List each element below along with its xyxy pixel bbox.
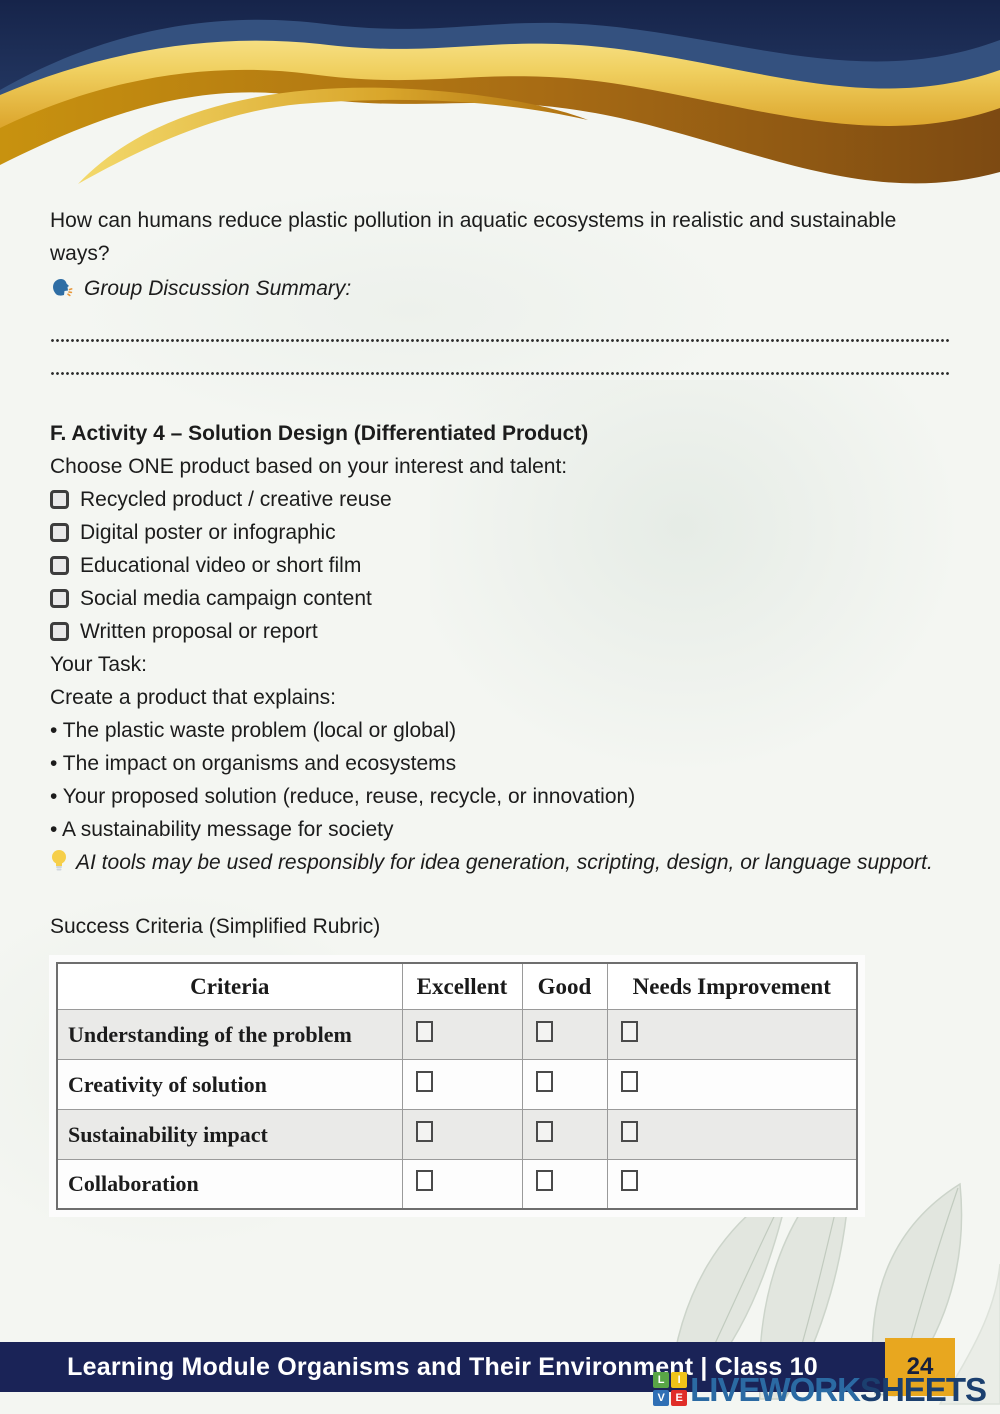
rubric-checkbox[interactable] [415,1170,433,1192]
rubric-checkbox[interactable] [620,1120,638,1142]
rubric-checkbox[interactable] [620,1070,638,1092]
option-checkbox[interactable] [50,556,69,575]
task-bullet: • Your proposed solution (reduce, reuse,… [50,785,636,808]
rubric-row: Understanding of the problem [56,1008,858,1060]
option-row: Written proposal or report [50,615,950,648]
rubric-checkbox[interactable] [620,1020,638,1042]
option-row: Recycled product / creative reuse [50,483,950,516]
rubric-column-header: Needs Improvement [606,962,858,1010]
task-intro: Create a product that explains: [50,686,337,709]
liveworksheets-grid-icon: L I V E [653,1372,688,1406]
option-checkbox[interactable] [50,589,69,608]
page-number-badge: 24 [885,1338,955,1396]
option-checkbox[interactable] [50,523,69,542]
rubric-checkbox[interactable] [415,1070,433,1092]
header-wave-graphic [0,0,1000,184]
discussion-summary-row: Group Discussion Summary: [50,272,950,305]
discussion-summary-label: Group Discussion Summary: [84,277,352,300]
answer-line[interactable] [50,339,950,342]
rubric-checkbox[interactable] [620,1170,638,1192]
worksheet-content: How can humans reduce plastic pollution … [49,204,950,1227]
option-checkbox[interactable] [50,622,69,641]
rubric-row-label: Collaboration [56,1158,403,1210]
rubric-column-header: Excellent [401,962,523,1010]
option-row: Educational video or short film [50,549,950,582]
activity-intro: Choose ONE product based on your interes… [50,455,568,478]
task-label: Your Task: [50,653,147,676]
option-row: Digital poster or infographic [50,516,950,549]
rubric-table: Criteria Excellent Good Needs Improvemen… [56,962,858,1210]
rubric-row-label: Creativity of solution [56,1058,403,1110]
rubric-row: Collaboration [56,1158,858,1210]
activity-heading: F. Activity 4 – Solution Design (Differe… [50,422,589,445]
task-bullet: • The impact on organisms and ecosystems [50,752,457,775]
rubric-checkbox[interactable] [535,1120,553,1142]
answer-line[interactable] [50,372,950,375]
rubric-checkbox[interactable] [415,1020,433,1042]
rubric-header-row: Criteria Excellent Good Needs Improvemen… [56,962,858,1010]
option-label: Recycled product / creative reuse [80,488,392,511]
rubric-checkbox[interactable] [535,1020,553,1042]
option-label: Written proposal or report [80,620,318,643]
rubric-title: Success Criteria (Simplified Rubric) [50,915,381,938]
rubric-checkbox[interactable] [535,1170,553,1192]
rubric-checkbox[interactable] [535,1070,553,1092]
footer-bar: Learning Module Organisms and Their Envi… [0,1342,885,1392]
rubric-row-label: Sustainability impact [56,1108,403,1160]
rubric-row-label: Understanding of the problem [56,1008,403,1060]
rubric-column-header: Good [521,962,608,1010]
rubric-checkbox[interactable] [415,1120,433,1142]
rubric-row: Sustainability impact [56,1108,858,1160]
option-row: Social media campaign content [50,582,950,615]
option-checkbox[interactable] [50,490,69,509]
task-bullet: • A sustainability message for society [50,818,394,841]
option-label: Educational video or short film [80,554,362,577]
liveworksheets-logo[interactable]: L I V E LIVEWORKSHEETS [653,1370,987,1408]
option-label: Social media campaign content [80,587,372,610]
option-label: Digital poster or infographic [80,521,336,544]
speaking-head-icon [53,278,73,296]
lightbulb-icon [52,850,66,871]
ai-note-text: AI tools may be used responsibly for ide… [76,851,933,874]
footer-title: Learning Module Organisms and Their Envi… [67,1352,818,1381]
liveworksheets-wordmark: LIVEWORKSHEETS [690,1370,987,1408]
ai-note: AI tools may be used responsibly for ide… [50,846,950,879]
question-text: How can humans reduce plastic pollution … [50,209,897,265]
task-bullet: • The plastic waste problem (local or gl… [50,719,457,742]
rubric-row: Creativity of solution [56,1058,858,1110]
rubric-column-header: Criteria [56,962,403,1010]
rubric-table-container: Criteria Excellent Good Needs Improvemen… [49,955,865,1217]
